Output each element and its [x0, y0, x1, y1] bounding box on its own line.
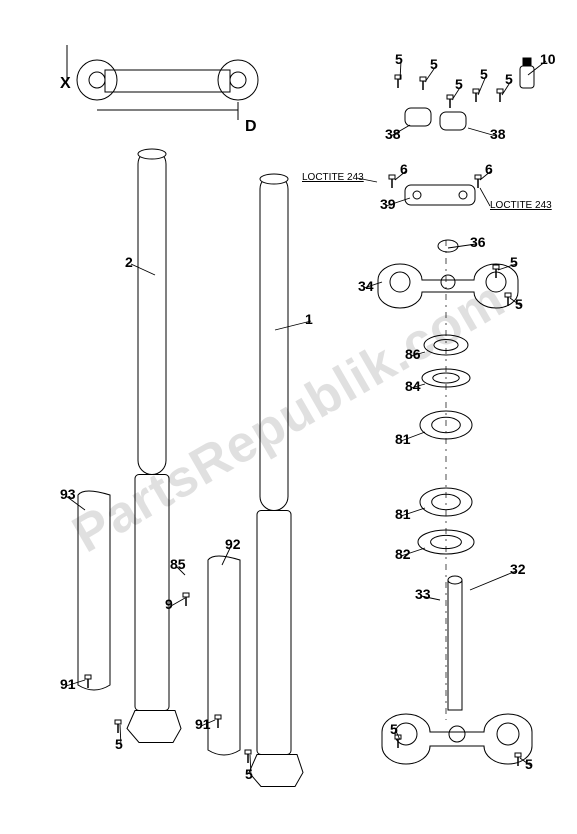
callout-33: 33 [415, 586, 431, 602]
callout-5: 5 [245, 766, 253, 782]
callout-5: 5 [480, 66, 488, 82]
callout-2: 2 [125, 254, 133, 270]
callout-5: 5 [505, 71, 513, 87]
callout-38: 38 [490, 126, 506, 142]
callout-93: 93 [60, 486, 76, 502]
callout-81: 81 [395, 431, 411, 447]
callout-82: 82 [395, 546, 411, 562]
callout-34: 34 [358, 278, 374, 294]
callout-86: 86 [405, 346, 421, 362]
callout-36: 36 [470, 234, 486, 250]
callout-5: 5 [525, 756, 533, 772]
callout-81: 81 [395, 506, 411, 522]
dimension-D: D [245, 118, 257, 136]
callout-10: 10 [540, 51, 556, 67]
callout-5: 5 [510, 254, 518, 270]
callout-9: 9 [165, 596, 173, 612]
callout-5: 5 [455, 76, 463, 92]
annotation-loctite: LOCTITE 243 [490, 200, 552, 211]
callout-5: 5 [395, 51, 403, 67]
callout-91: 91 [60, 676, 76, 692]
callout-38: 38 [385, 126, 401, 142]
callout-39: 39 [380, 196, 396, 212]
callout-84: 84 [405, 378, 421, 394]
callout-1: 1 [305, 311, 313, 327]
callout-5: 5 [515, 296, 523, 312]
callout-32: 32 [510, 561, 526, 577]
callout-5: 5 [115, 736, 123, 752]
callout-6: 6 [400, 161, 408, 177]
callout-85: 85 [170, 556, 186, 572]
dimension-X: X [60, 75, 71, 93]
callout-6: 6 [485, 161, 493, 177]
callout-5: 5 [430, 56, 438, 72]
callout-91: 91 [195, 716, 211, 732]
annotation-loctite: LOCTITE 243 [302, 172, 364, 183]
callout-5: 5 [390, 721, 398, 737]
callout-92: 92 [225, 536, 241, 552]
